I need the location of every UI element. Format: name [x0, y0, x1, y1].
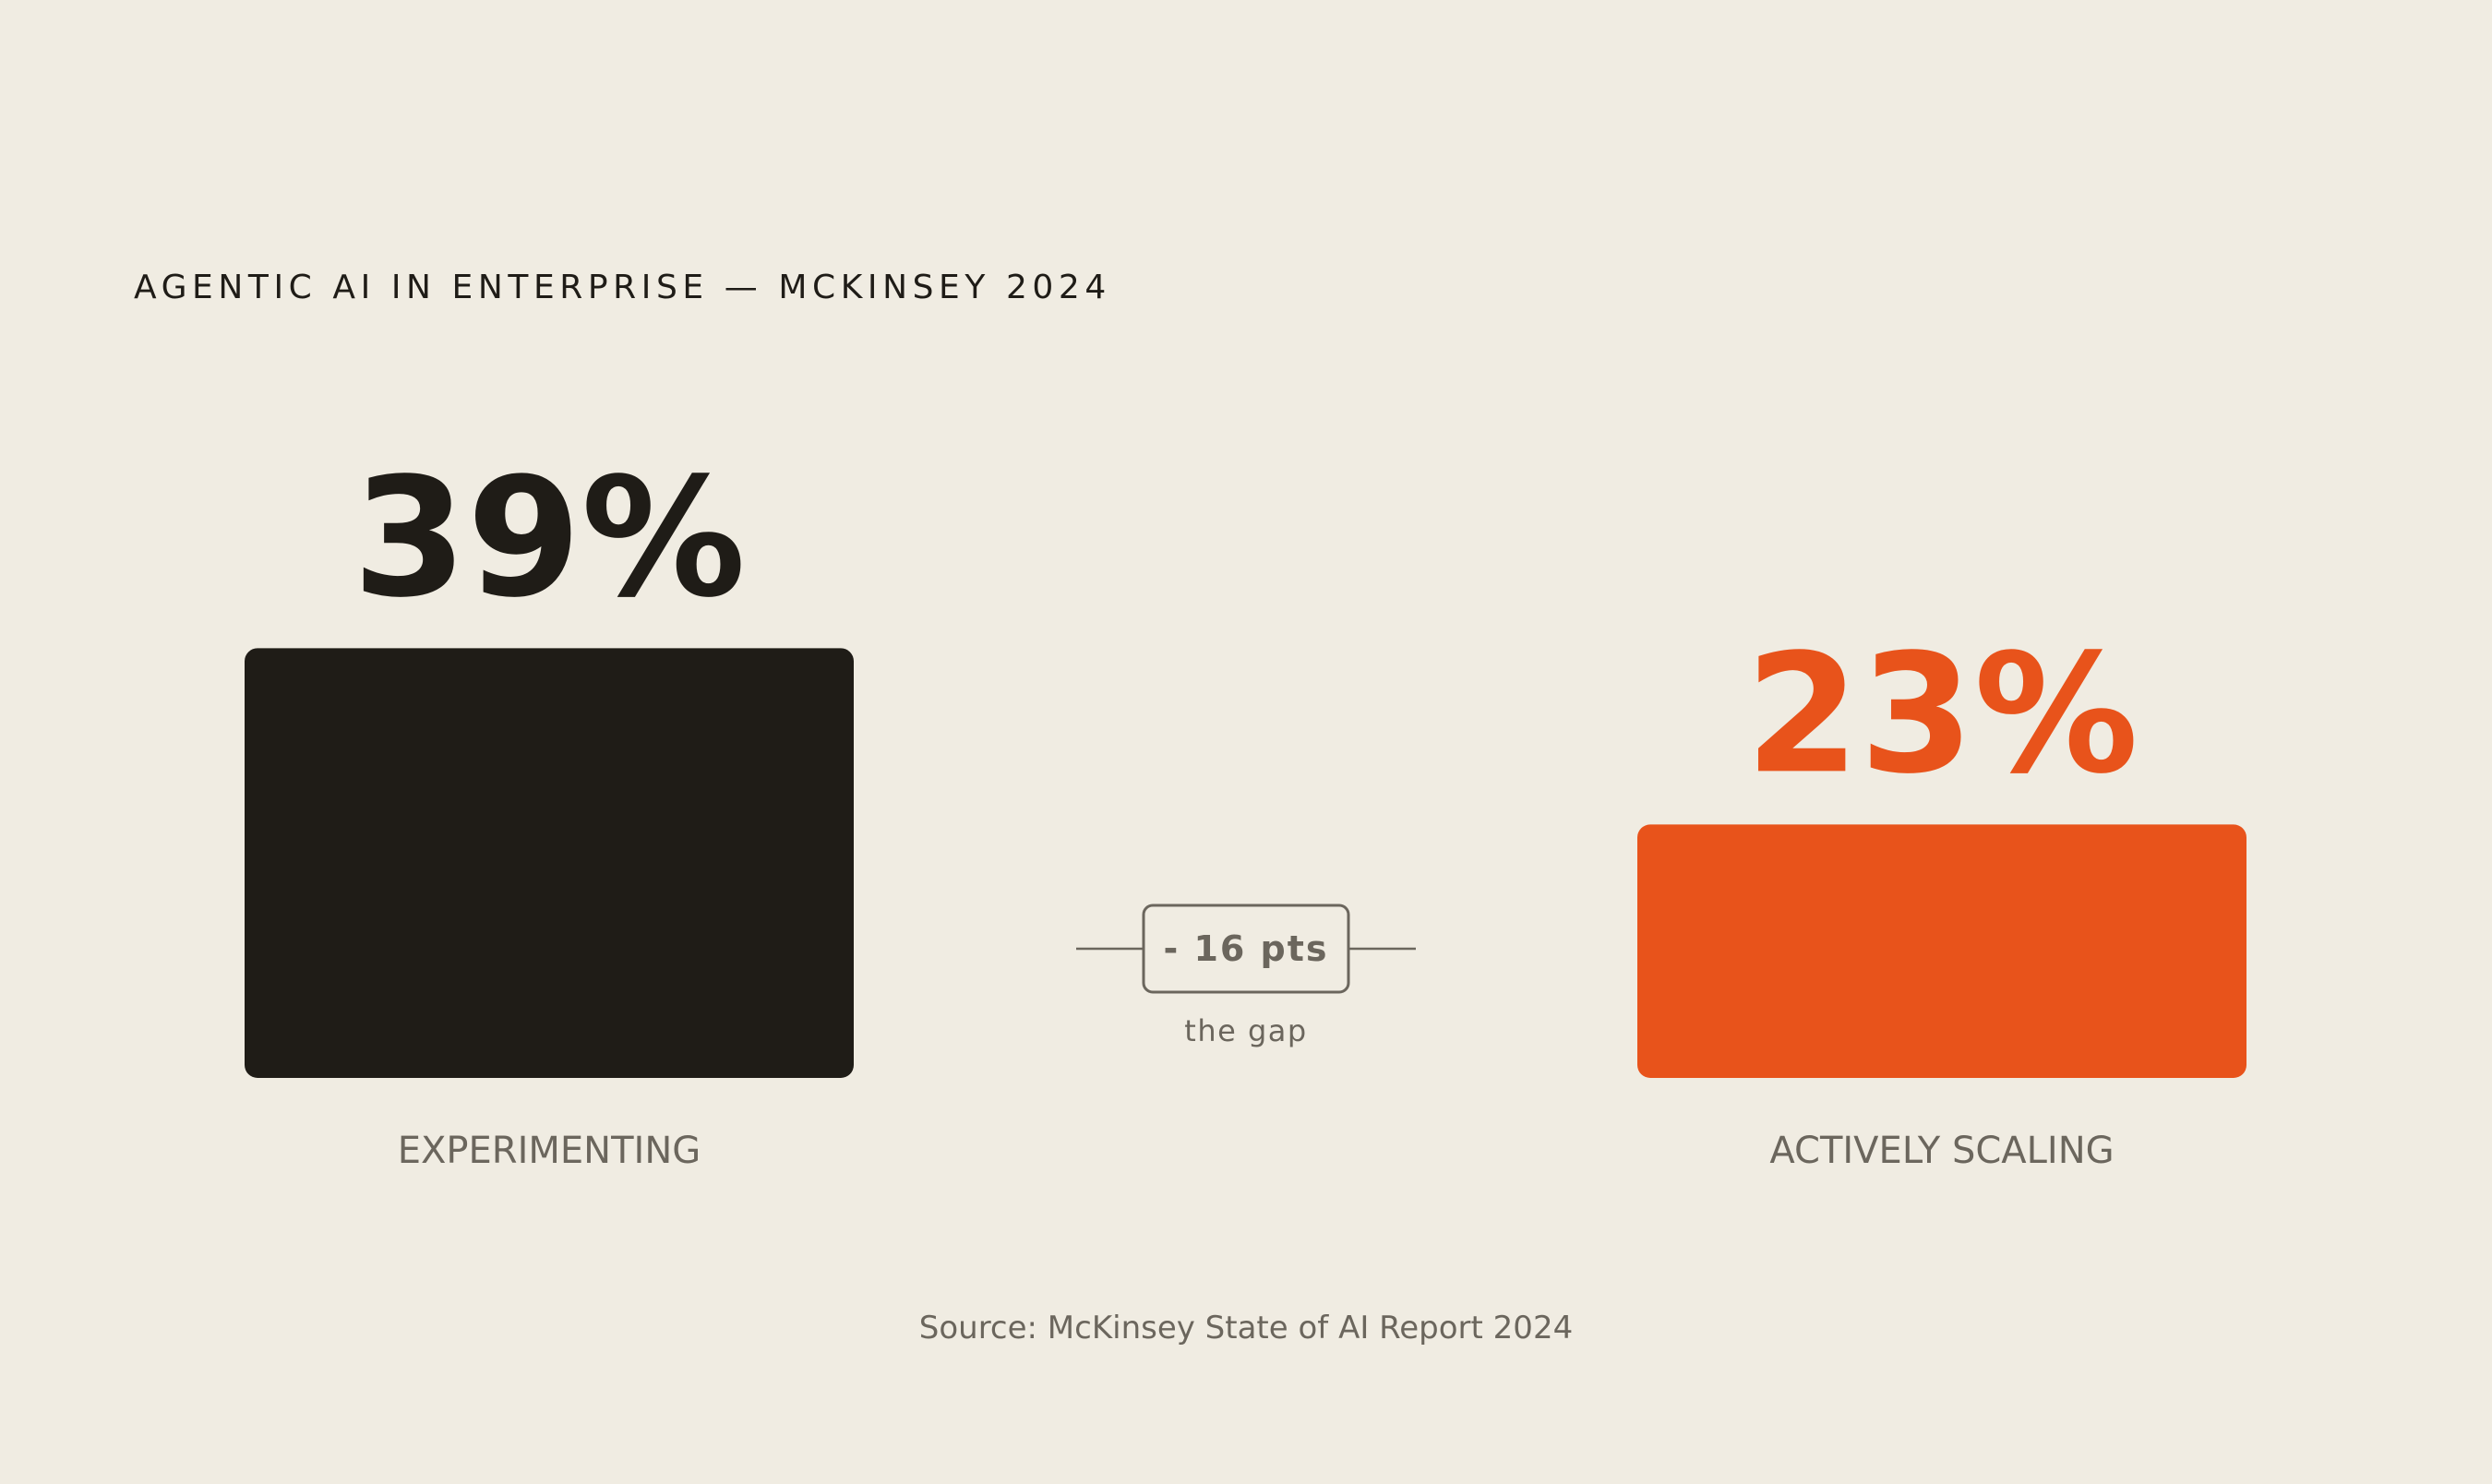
bars-layer: 39% EXPERIMENTING 23% ACTIVELY SCALING — [245, 442, 2246, 1172]
gap-annotation: - 16 pts the gap — [1076, 904, 1416, 1048]
value-label-experimenting: 39% — [353, 442, 746, 633]
category-label-actively-scaling: ACTIVELY SCALING — [1769, 1130, 2114, 1172]
value-label-actively-scaling: 23% — [1745, 618, 2139, 809]
gap-caption: the gap — [1184, 1013, 1307, 1048]
source-note: Source: McKinsey State of AI Report 2024 — [918, 1310, 1574, 1346]
gap-badge-label: - 16 pts — [1163, 928, 1328, 969]
bar-actively-scaling — [1637, 824, 2246, 1078]
bar-experimenting — [245, 648, 854, 1078]
chart-eyebrow-title: AGENTIC AI IN ENTERPRISE — MCKINSEY 2024 — [134, 269, 1111, 306]
gap-badge — [1142, 904, 1350, 994]
category-label-experimenting: EXPERIMENTING — [398, 1130, 701, 1172]
